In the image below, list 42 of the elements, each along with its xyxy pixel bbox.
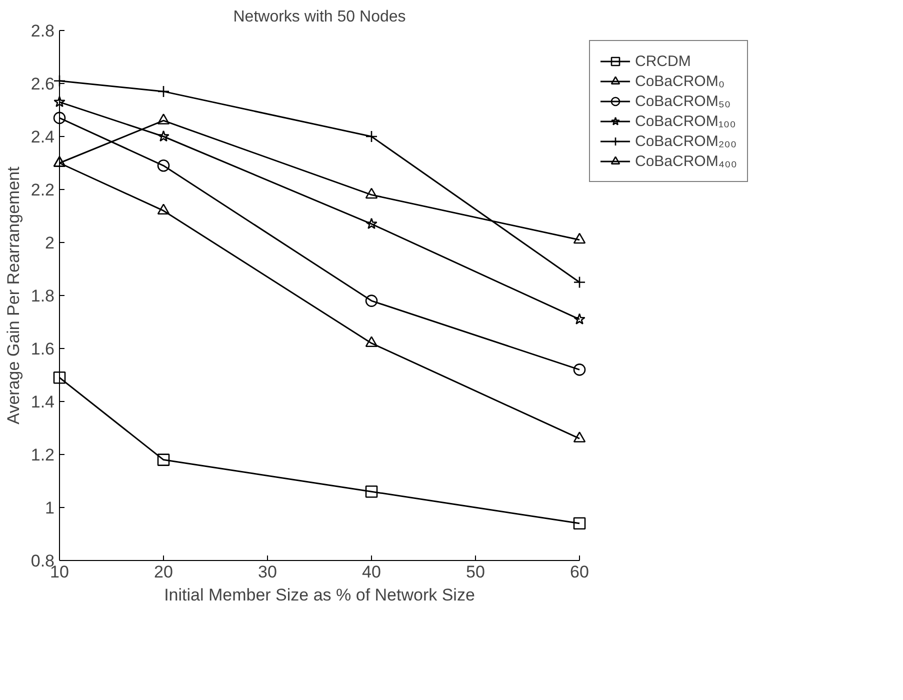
y-tick-label: 1.4 bbox=[30, 392, 55, 412]
point bbox=[573, 432, 586, 442]
point bbox=[158, 130, 170, 142]
point bbox=[365, 336, 378, 348]
x-tick-label: 30 bbox=[258, 562, 277, 582]
y-tick-label: 2 bbox=[45, 234, 55, 252]
point bbox=[53, 372, 66, 384]
point bbox=[573, 232, 586, 244]
point bbox=[157, 160, 170, 172]
legend-label: CRCDM bbox=[635, 52, 691, 70]
x-tick-label: 40 bbox=[362, 562, 381, 582]
point bbox=[365, 188, 378, 199]
y-tick-label: 2.8 bbox=[30, 22, 55, 40]
y-tick-label: 2.4 bbox=[30, 128, 55, 146]
point bbox=[573, 364, 586, 376]
point bbox=[54, 96, 66, 108]
legend-label: CoBaCROM₁₀₀ bbox=[635, 112, 736, 130]
point bbox=[366, 218, 378, 230]
point bbox=[157, 204, 170, 215]
legend-label: CoBaCROM₂₀₀ bbox=[635, 132, 737, 150]
legend-label: CoBaCROM₅₀ bbox=[635, 92, 731, 110]
legend-label: CoBaCROM₀ bbox=[635, 72, 725, 90]
point bbox=[53, 112, 66, 124]
point bbox=[157, 114, 170, 124]
chart-title: Networks with 50 Nodes bbox=[233, 8, 406, 26]
y-tick-label: 1.2 bbox=[30, 446, 55, 464]
x-tick-label: 20 bbox=[154, 562, 173, 582]
x-tick-label: 50 bbox=[466, 562, 485, 582]
point bbox=[365, 294, 378, 307]
x-axis-title: Initial Member Size as % of Network Size bbox=[164, 586, 475, 604]
point bbox=[574, 313, 586, 324]
point bbox=[573, 517, 586, 530]
x-tick-label: 60 bbox=[570, 562, 589, 582]
point bbox=[365, 485, 378, 498]
y-tick-label: 2.6 bbox=[30, 74, 55, 94]
y-tick-label: 2.2 bbox=[30, 180, 55, 200]
y-tick-label: 1 bbox=[45, 498, 55, 518]
y-axis-title: Average Gain Per Rearrangement bbox=[4, 166, 23, 424]
point bbox=[157, 454, 170, 466]
y-tick-label: 1.8 bbox=[30, 286, 55, 306]
legend-label: CoBaCROM₄₀₀ bbox=[635, 152, 737, 170]
y-tick-label: 1.6 bbox=[30, 340, 55, 358]
